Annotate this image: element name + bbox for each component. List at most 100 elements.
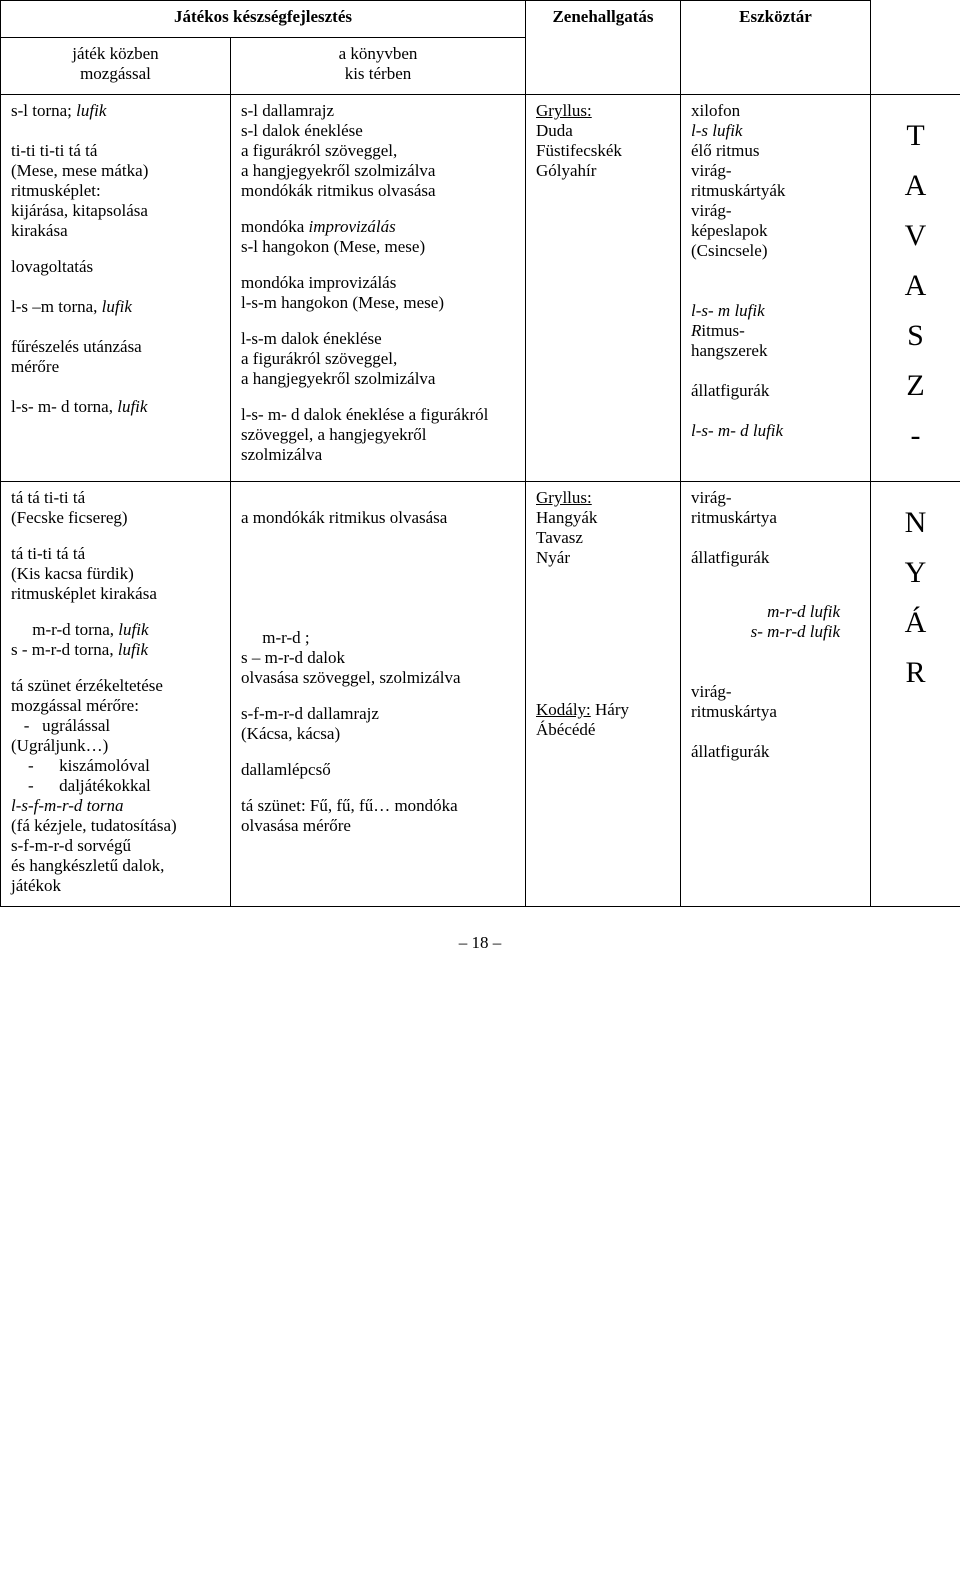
- text: kirakása: [11, 221, 68, 240]
- text: dallamlépcső: [241, 760, 331, 779]
- text: - ugrálással: [11, 716, 110, 735]
- text: a hangjegyekről szolmizálva: [241, 161, 435, 180]
- text: hangszerek: [691, 341, 767, 360]
- text: mondóka improvizálás: [241, 273, 396, 292]
- text: (fá kézjele, tudatosítása): [11, 816, 177, 835]
- text: l-s- m- d lufik: [691, 421, 783, 440]
- cell-tavasz-mid: s-l dallamrajz s-l dalok éneklése a figu…: [231, 95, 526, 482]
- text: l-s lufik: [691, 121, 742, 140]
- header-listening: Zenehallgatás: [526, 1, 681, 95]
- text: - daljátékokkal: [11, 776, 151, 795]
- cell-nyar-mid: a mondókák ritmikus olvasása m-r-d ; s –…: [231, 482, 526, 907]
- side-letter: Á: [881, 608, 950, 638]
- text: mérőre: [11, 357, 59, 376]
- text: élő ritmus: [691, 141, 759, 160]
- cell-nyar-left: tá tá ti-ti tá (Fecske ficsereg) tá ti-t…: [1, 482, 231, 907]
- row-tavasz: s-l torna; lufik ti-ti ti-ti tá tá (Mese…: [1, 95, 960, 482]
- side-letter: Z: [881, 371, 950, 401]
- text: improvizálás: [309, 217, 396, 236]
- text: s – m-r-d dalok: [241, 648, 345, 667]
- text: ritmuskártya: [691, 508, 777, 527]
- text: itmus-: [701, 321, 744, 340]
- cell-tavasz-tools: xilofon l-s lufik élő ritmus virág- ritm…: [681, 95, 871, 482]
- text: állatfigurák: [691, 742, 769, 761]
- text: tá szünet érzékeltetése: [11, 676, 163, 695]
- cell-nyar-listen: Gryllus: Hangyák Tavasz Nyár Kodály: Hár…: [526, 482, 681, 907]
- text: s-f-m-r-d dallamrajz: [241, 704, 379, 723]
- text: Gólyahír: [536, 161, 596, 180]
- text: (Kácsa, kácsa): [241, 724, 340, 743]
- text: képeslapok: [691, 221, 767, 240]
- text: Tavasz: [536, 528, 583, 547]
- text: R: [691, 321, 701, 340]
- text: Füstifecskék: [536, 141, 622, 160]
- text: virág-: [691, 682, 732, 701]
- text: Gryllus:: [536, 101, 592, 120]
- text: s-l dallamrajz: [241, 101, 334, 120]
- text: virág-: [691, 488, 732, 507]
- text: Háry: [591, 700, 629, 719]
- text: ti-ti ti-ti tá tá: [11, 141, 97, 160]
- text: mozgással mérőre:: [11, 696, 139, 715]
- text: lufik: [76, 101, 106, 120]
- side-letter: T: [881, 121, 950, 151]
- text: állatfigurák: [691, 548, 769, 567]
- text: lufik: [117, 397, 147, 416]
- text: l-s- m- d torna,: [11, 397, 117, 416]
- side-letter: R: [881, 658, 950, 688]
- text: mondóka: [241, 217, 309, 236]
- text: ritmuskártya: [691, 702, 777, 721]
- header-side-blank: [871, 1, 960, 95]
- text: s-l dalok éneklése: [241, 121, 363, 140]
- cell-nyar-tools: virág- ritmuskártya állatfigurák m-r-d l…: [681, 482, 871, 907]
- side-letter: Y: [881, 558, 950, 588]
- text: ritmusképlet:: [11, 181, 101, 200]
- text: játékok: [11, 876, 61, 895]
- text: (Csincsele): [691, 241, 767, 260]
- text: tá szünet: Fű, fű, fű… mondóka: [241, 796, 458, 815]
- text: - kiszámolóval: [11, 756, 150, 775]
- text: mondókák ritmikus olvasása: [241, 181, 436, 200]
- text: (Ugráljunk…): [11, 736, 108, 755]
- text: ritmuskártyák: [691, 181, 785, 200]
- text: lufik: [118, 640, 148, 659]
- text: (Mese, mese mátka): [11, 161, 148, 180]
- text: kijárása, kitapsolása: [11, 201, 148, 220]
- text: lufik: [118, 620, 148, 639]
- text: Duda: [536, 121, 573, 140]
- side-letter: V: [881, 221, 950, 251]
- text: s-l hangokon (Mese, mese): [241, 237, 425, 256]
- cell-tavasz-side: T A V A S Z -: [871, 95, 960, 482]
- text: tá tá ti-ti tá: [11, 488, 85, 507]
- page: Játékos készségfejlesztés Zenehallgatás …: [0, 0, 960, 953]
- side-letter: A: [881, 171, 950, 201]
- text: (Fecske ficsereg): [11, 508, 128, 527]
- text: m-r-d ;: [241, 628, 310, 647]
- curriculum-table: Játékos készségfejlesztés Zenehallgatás …: [0, 0, 960, 907]
- text: Hangyák: [536, 508, 597, 527]
- text: (Kis kacsa fürdik): [11, 564, 134, 583]
- header-skill-dev: Játékos készségfejlesztés: [1, 1, 526, 38]
- text: l-s-m hangokon (Mese, mese): [241, 293, 444, 312]
- text: szöveggel, a hangjegyekről: [241, 425, 427, 444]
- text: s - m-r-d torna,: [11, 640, 118, 659]
- text: fűrészelés utánzása: [11, 337, 142, 356]
- text: lufik: [102, 297, 132, 316]
- text: l-s- m lufik: [691, 301, 765, 320]
- text: Kodály:: [536, 700, 591, 719]
- side-letter: S: [881, 321, 950, 351]
- text: m-r-d lufik: [767, 602, 840, 621]
- text: l-s- m- d dalok éneklése a figurákról: [241, 405, 488, 424]
- text: Nyár: [536, 548, 570, 567]
- text: s-l torna;: [11, 101, 76, 120]
- text: a hangjegyekről szolmizálva: [241, 369, 435, 388]
- text: virág-: [691, 161, 732, 180]
- subheader-right: a könyvben kis térben: [231, 38, 526, 95]
- text: ritmusképlet kirakása: [11, 584, 157, 603]
- text: s- m-r-d lufik: [751, 622, 840, 641]
- cell-tavasz-left: s-l torna; lufik ti-ti ti-ti tá tá (Mese…: [1, 95, 231, 482]
- side-letter: -: [881, 421, 950, 451]
- text: s-f-m-r-d sorvégű: [11, 836, 131, 855]
- header-toolbox: Eszköztár: [681, 1, 871, 95]
- text: l-s-f-m-r-d torna: [11, 796, 124, 815]
